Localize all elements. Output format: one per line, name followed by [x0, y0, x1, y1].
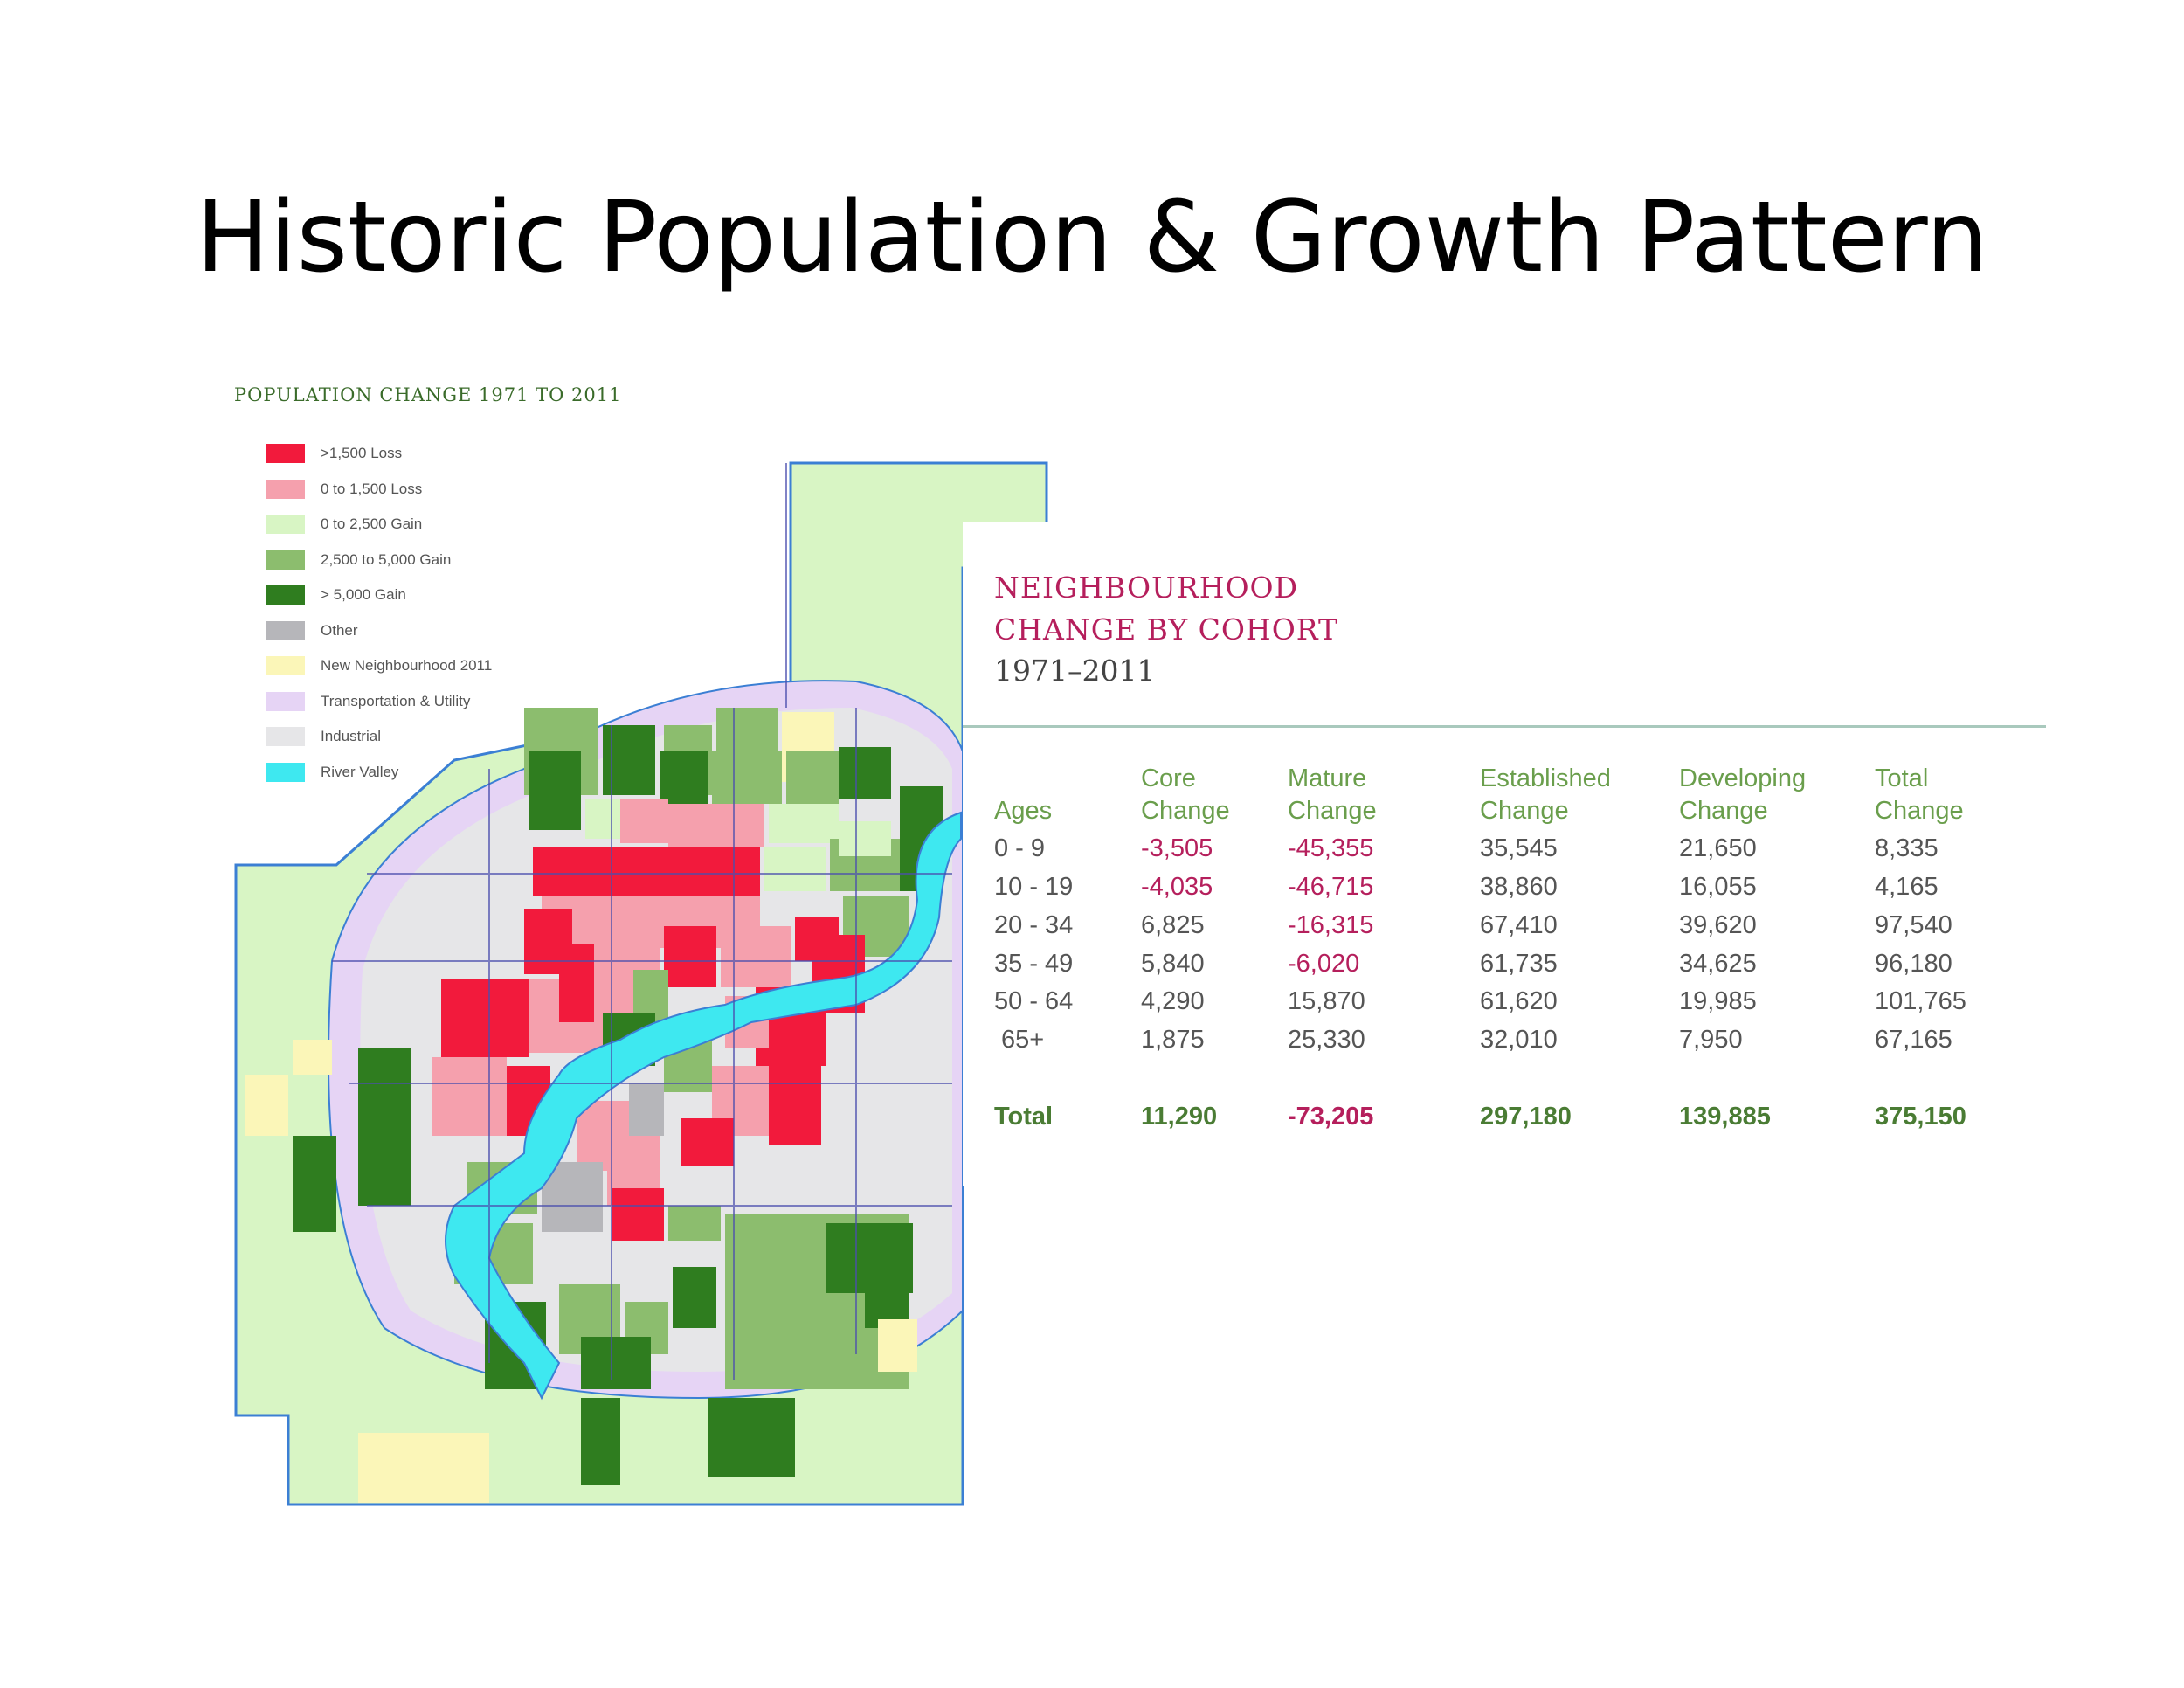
total-cell-mature: -73,205: [1288, 1103, 1374, 1131]
total-cell-ages: Total: [994, 1103, 1054, 1131]
legend-swatch: [266, 727, 305, 746]
table-cell-total: 101,765: [1875, 987, 1966, 1015]
neighbourhood-blocks: [245, 708, 943, 1503]
table-cell-developing: 39,620: [1679, 911, 1757, 939]
column-header-mature: Mature Change: [1288, 763, 1377, 827]
table-cell-ages: 20 - 34: [994, 911, 1074, 939]
legend-label: Industrial: [321, 728, 381, 744]
column-header-line: Change: [1875, 797, 1964, 825]
legend-swatch: [266, 515, 305, 534]
legend-swatch: [266, 691, 305, 711]
total-cell-total: 375,150: [1875, 1103, 1966, 1131]
legend-swatch: [266, 479, 305, 499]
table-cell-ages: 10 - 19: [994, 873, 1074, 901]
table-cell-total: 4,165: [1875, 873, 1939, 901]
table-cell-mature: -45,355: [1288, 834, 1374, 862]
column-header-line: Change: [1679, 797, 1768, 825]
column-header-total: Total Change: [1875, 763, 1964, 827]
column-header-established: Established Change: [1480, 763, 1611, 827]
table-cell-developing: 34,625: [1679, 950, 1757, 978]
slide-title: Historic Population & Growth Pattern: [196, 181, 1988, 294]
total-cell-developing: 139,885: [1679, 1103, 1771, 1131]
legend-swatch: [266, 620, 305, 640]
legend-label: > 5,000 Gain: [321, 586, 406, 603]
table-cell-ages: 35 - 49: [994, 950, 1074, 978]
legend-swatch: [266, 550, 305, 570]
table-cell-ages: 0 - 9: [994, 834, 1046, 862]
legend-label: New Neighbourhood 2011: [321, 657, 493, 674]
column-header-developing: Developing Change: [1679, 763, 1806, 827]
legend-label: 0 to 2,500 Gain: [321, 515, 423, 532]
total-cell-core: 11,290: [1141, 1103, 1218, 1131]
table-cell-developing: 16,055: [1679, 873, 1757, 901]
column-header-line: Developing: [1679, 764, 1807, 792]
map-heading: POPULATION CHANGE 1971 TO 2011: [234, 384, 622, 405]
table-cell-mature: -6,020: [1288, 950, 1360, 978]
legend-swatch: [266, 762, 305, 782]
table-cell-developing: 21,650: [1679, 834, 1757, 862]
table-cell-mature: -16,315: [1288, 911, 1374, 939]
table-cell-core: 4,290: [1141, 987, 1205, 1015]
column-header-line: [994, 763, 1052, 795]
table-cell-core: 1,875: [1141, 1026, 1205, 1054]
road-network: [332, 463, 1047, 1380]
legend-label: Transportation & Utility: [321, 692, 471, 709]
table-cell-core: 5,840: [1141, 950, 1205, 978]
legend-label: >1,500 Loss: [321, 445, 403, 461]
table-cell-established: 67,410: [1480, 911, 1558, 939]
table-cell-ages: 65+: [1001, 1026, 1045, 1054]
table-cell-developing: 7,950: [1679, 1026, 1743, 1054]
table-cell-mature: -46,715: [1288, 873, 1374, 901]
legend-swatch: [266, 656, 305, 675]
table-cell-total: 8,335: [1875, 834, 1939, 862]
table-title-line-2: CHANGE BY COHORT: [994, 612, 1339, 647]
table-cell-established: 32,010: [1480, 1026, 1558, 1054]
table-cell-core: 6,825: [1141, 911, 1205, 939]
table-cell-ages: 50 - 64: [994, 987, 1074, 1015]
legend-label: 0 to 1,500 Loss: [321, 480, 423, 497]
table-cell-core: -4,035: [1141, 873, 1213, 901]
column-header-line: Ages: [994, 797, 1053, 825]
column-header-line: Change: [1141, 797, 1230, 825]
total-cell-established: 297,180: [1480, 1103, 1572, 1131]
table-cell-total: 96,180: [1875, 950, 1952, 978]
legend-label: Other: [321, 621, 358, 639]
table-cell-established: 61,735: [1480, 950, 1558, 978]
column-header-line: Established: [1480, 764, 1611, 792]
cohort-table-panel: NEIGHBOURHOOD CHANGE BY COHORT 1971–2011…: [963, 522, 2048, 1186]
table-cell-core: -3,505: [1141, 834, 1213, 862]
column-header-core: Core Change: [1141, 763, 1230, 827]
legend-swatch: [266, 444, 305, 463]
table-cell-established: 38,860: [1480, 873, 1558, 901]
table-cell-total: 67,165: [1875, 1026, 1952, 1054]
table-title-line-1: NEIGHBOURHOOD: [994, 571, 1299, 605]
table-cell-mature: 15,870: [1288, 987, 1365, 1015]
table-cell-established: 35,545: [1480, 834, 1558, 862]
column-header-line: Change: [1288, 797, 1377, 825]
column-header-line: Mature: [1288, 764, 1367, 792]
legend-label: River Valley: [321, 763, 399, 780]
table-cell-established: 61,620: [1480, 987, 1558, 1015]
column-header-line: Change: [1480, 797, 1569, 825]
column-header-line: Total: [1875, 764, 1929, 792]
table-divider: [963, 725, 2046, 728]
legend-label: 2,500 to 5,000 Gain: [321, 550, 452, 568]
legend-swatch: [266, 585, 305, 605]
table-cell-total: 97,540: [1875, 911, 1952, 939]
table-cell-mature: 25,330: [1288, 1026, 1365, 1054]
river-valley: [445, 811, 962, 1401]
column-header-line: Core: [1141, 764, 1196, 792]
table-years: 1971–2011: [994, 654, 1156, 688]
table-cell-developing: 19,985: [1679, 987, 1757, 1015]
column-header-ages: Ages: [994, 763, 1052, 827]
